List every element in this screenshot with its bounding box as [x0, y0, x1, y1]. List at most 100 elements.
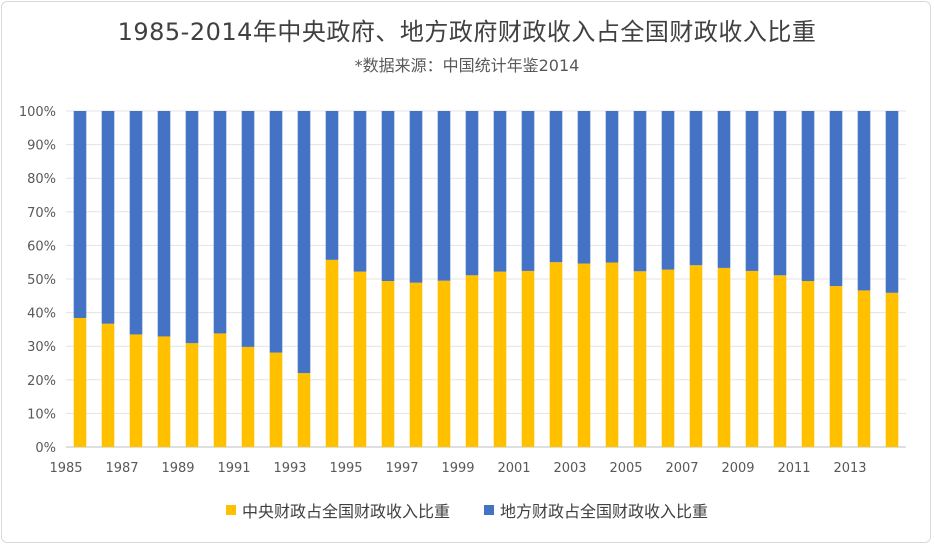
- x-tick-label: 1999: [441, 461, 474, 476]
- bar-local-1996: [381, 111, 395, 282]
- y-tick-label: 50%: [27, 273, 56, 288]
- bar-local-2003: [577, 111, 591, 264]
- bar-local-1989: [185, 111, 199, 344]
- bar-local-2008: [717, 111, 731, 268]
- y-tick-label: 100%: [19, 105, 56, 120]
- bar-central-2008: [717, 267, 731, 447]
- y-tick-label: 90%: [27, 139, 56, 154]
- bars: [73, 111, 899, 447]
- bar-central-1989: [185, 343, 199, 447]
- x-tick-label: 1997: [385, 461, 418, 476]
- x-tick-label: 2009: [721, 461, 754, 476]
- y-tick-label: 30%: [27, 340, 56, 355]
- bar-central-2012: [829, 286, 843, 447]
- bar-local-2007: [689, 111, 703, 266]
- legend-label-local: 地方财政占全国财政收入比重: [500, 502, 709, 521]
- bar-central-2001: [521, 270, 535, 447]
- bar-central-1988: [157, 336, 171, 447]
- bar-local-1986: [101, 111, 115, 324]
- bar-local-2010: [773, 111, 787, 276]
- bar-central-1998: [437, 280, 451, 447]
- y-axis-ticks: 0% 10% 20% 30% 40% 50% 60% 70% 80% 90% 100%: [19, 105, 56, 456]
- bar-local-1991: [241, 111, 255, 347]
- bar-local-1992: [269, 111, 283, 353]
- x-tick-label: 2001: [497, 461, 530, 476]
- bar-local-1993: [297, 111, 311, 374]
- bar-local-1994: [325, 111, 339, 260]
- x-axis-ticks: 1985 1987 1989 1991 1993 1995 1997 1999 2001 2003…: [49, 461, 866, 476]
- bar-central-1991: [241, 346, 255, 447]
- bar-central-2004: [605, 262, 619, 447]
- legend: 中央财政占全国财政收入比重 地方财政占全国财政收入比重: [0, 498, 934, 522]
- chart-subtitle: *数据来源：中国统计年鉴2014: [354, 56, 580, 75]
- bar-central-1995: [353, 271, 367, 447]
- bar-central-1993: [297, 373, 311, 447]
- bar-central-1996: [381, 281, 395, 447]
- bar-local-1987: [129, 111, 143, 335]
- bar-central-2000: [493, 271, 507, 447]
- bar-local-1997: [409, 111, 423, 283]
- bar-central-2013: [857, 290, 871, 447]
- x-tick-label: 1993: [273, 461, 306, 476]
- x-tick-label: 1991: [217, 461, 250, 476]
- bar-central-2002: [549, 262, 563, 447]
- bar-local-1990: [213, 111, 227, 334]
- y-tick-label: 60%: [27, 239, 56, 254]
- x-tick-label: 2007: [665, 461, 698, 476]
- x-tick-label: 2005: [609, 461, 642, 476]
- x-tick-label: 2003: [553, 461, 586, 476]
- y-tick-label: 40%: [27, 307, 56, 322]
- bar-central-2005: [633, 271, 647, 447]
- bar-local-1988: [157, 111, 171, 337]
- bar-central-1986: [101, 323, 115, 447]
- bar-central-2006: [661, 269, 675, 447]
- x-tick-label: 1987: [105, 461, 138, 476]
- bar-local-2011: [801, 111, 815, 282]
- bar-local-1999: [465, 111, 479, 276]
- chart-title: 1985-2014年中央政府、地方政府财政收入占全国财政收入比重: [117, 18, 817, 46]
- bar-central-2007: [689, 265, 703, 447]
- bar-local-1995: [353, 111, 367, 272]
- bar-central-1994: [325, 259, 339, 447]
- y-tick-label: 10%: [27, 407, 56, 422]
- bar-central-1999: [465, 275, 479, 447]
- bar-local-2013: [857, 111, 871, 291]
- y-tick-label: 0%: [35, 441, 56, 456]
- bar-central-1985: [73, 317, 87, 447]
- gridlines: [66, 110, 906, 448]
- x-tick-label: 1989: [161, 461, 194, 476]
- y-tick-label: 80%: [27, 172, 56, 187]
- legend-swatch-local: [484, 505, 494, 515]
- bar-local-1998: [437, 111, 451, 281]
- bar-central-2011: [801, 281, 815, 447]
- bar-local-2000: [493, 111, 507, 272]
- bar-central-2009: [745, 270, 759, 447]
- legend-swatch-central: [225, 505, 236, 515]
- bar-local-2002: [549, 111, 563, 263]
- legend-item-local: 地方财政占全国财政收入比重: [484, 498, 708, 522]
- x-tick-label: 2011: [777, 461, 810, 476]
- bar-central-1990: [213, 333, 227, 447]
- bar-local-2014: [885, 111, 899, 293]
- x-tick-label: 1995: [329, 461, 362, 476]
- bar-central-2010: [773, 275, 787, 447]
- bar-local-2009: [745, 111, 759, 271]
- bar-local-2006: [661, 111, 675, 270]
- bar-local-2004: [605, 111, 619, 263]
- bar-central-1997: [409, 282, 423, 447]
- y-tick-label: 70%: [27, 206, 56, 221]
- bar-central-2003: [577, 263, 591, 447]
- legend-item-central: 中央财政占全国财政收入比重: [225, 498, 450, 522]
- x-tick-label: 1985: [49, 461, 82, 476]
- bar-local-2005: [633, 111, 647, 272]
- legend-label-central: 中央财政占全国财政收入比重: [241, 502, 450, 521]
- bar-central-2014: [885, 292, 899, 447]
- bar-central-1987: [129, 334, 143, 447]
- bar-central-1992: [269, 352, 283, 447]
- y-tick-label: 20%: [27, 374, 56, 389]
- bar-local-2012: [829, 111, 843, 287]
- x-tick-label: 2013: [833, 461, 866, 476]
- bar-local-2001: [521, 111, 535, 271]
